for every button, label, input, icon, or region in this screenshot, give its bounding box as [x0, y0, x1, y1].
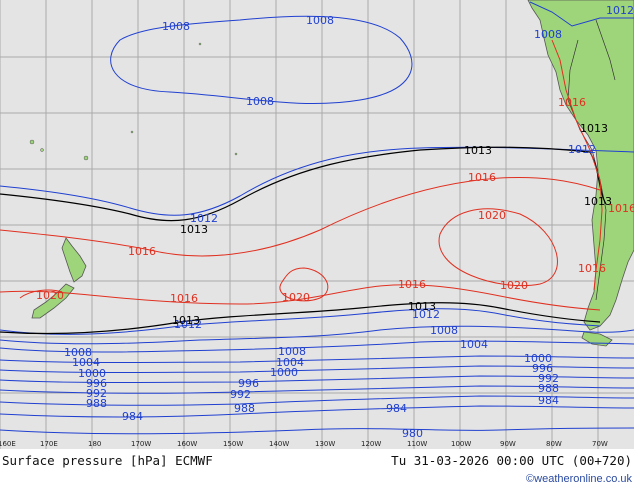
andes-outline: [567, 19, 616, 301]
isobar-label: 1008: [278, 345, 306, 358]
isobar-label: 1013: [172, 314, 200, 327]
isobar-label: 1013: [584, 195, 612, 208]
isobar-label: 1013: [580, 122, 608, 135]
isobar-label: 984: [538, 394, 559, 407]
isobar-label: 984: [122, 410, 143, 423]
longitude-labels: 160E 170E 180 170W 160W 150W 140W 130W 1…: [0, 440, 608, 448]
lon-label: 160E: [0, 440, 16, 448]
isobars-high: [0, 39, 603, 311]
lon-label: 80W: [546, 440, 562, 448]
lon-label: 170W: [131, 440, 151, 448]
south-america-landmass: [527, 0, 634, 331]
isobar-label: 1012: [190, 212, 218, 225]
valid-time: Tu 31-03-2026 00:00 UTC (00+720): [391, 453, 632, 468]
isobar-label: 1004: [460, 338, 488, 351]
lon-label: 90W: [500, 440, 516, 448]
isobar-label: 1008: [246, 95, 274, 108]
lat-lon-grid: [0, 0, 634, 449]
lon-label: 120W: [361, 440, 381, 448]
lon-label: 180: [88, 440, 101, 448]
isobar-label: 1016: [468, 171, 496, 184]
isobar-label: 988: [86, 397, 107, 410]
lon-label: 70W: [592, 440, 608, 448]
isobar-label: 1000: [78, 367, 106, 380]
pacific-islands: [29, 42, 238, 161]
footer-bar: [0, 449, 634, 490]
isobar-label: 988: [538, 382, 559, 395]
isobar-label: 1012: [412, 308, 440, 321]
isobar-label: 1012: [174, 318, 202, 331]
isobar-label: 1013: [464, 144, 492, 157]
credit-link[interactable]: ©weatheronline.co.uk: [526, 473, 632, 485]
isobar-label: 1020: [36, 289, 64, 302]
isobar-label: 1016: [558, 96, 586, 109]
isobar-label: 996: [86, 377, 107, 390]
isobar-label: 1012: [606, 4, 634, 17]
lon-label: 130W: [315, 440, 335, 448]
isobar-label: 1004: [72, 356, 100, 369]
isobar-label: 984: [386, 402, 407, 415]
isobar-label: 1004: [276, 356, 304, 369]
lon-label: 110W: [407, 440, 427, 448]
isobar-label: 980: [402, 427, 423, 440]
isobar-label: 1000: [524, 352, 552, 365]
isobar-label: 1016: [170, 292, 198, 305]
isobar-label: 1000: [270, 366, 298, 379]
isobar-label: 992: [538, 372, 559, 385]
lon-label: 140W: [269, 440, 289, 448]
isobar-label: 1013: [408, 300, 436, 313]
tierra-del-fuego: [581, 331, 613, 347]
isobar-label: 1008: [306, 14, 334, 27]
isobar-label: 1008: [534, 28, 562, 41]
isobar-label: 1012: [568, 143, 596, 156]
map-canvas: 1008 1008 1008 1008 1012 1012 1012 1012 …: [0, 0, 634, 449]
new-zealand-north-island: [61, 237, 87, 283]
isobar-label: 996: [238, 377, 259, 390]
isobars-low: [0, 1, 634, 435]
isobar-label: 1008: [430, 324, 458, 337]
isobar-label: 1008: [64, 346, 92, 359]
chart-title: Surface pressure [hPa] ECMWF: [2, 453, 213, 468]
isobar-label: 988: [234, 402, 255, 415]
isobar-label: 1016: [128, 245, 156, 258]
lon-label: 160W: [177, 440, 197, 448]
isobar-label: 1016: [578, 262, 606, 275]
isobar-label: 1016: [398, 278, 426, 291]
isobar-label: 1016: [608, 202, 634, 215]
isobar-label: 992: [86, 387, 107, 400]
isobar-label: 1013: [180, 223, 208, 236]
lon-label: 170E: [40, 440, 58, 448]
isobar-label: 1008: [162, 20, 190, 33]
isobar-label: 996: [532, 362, 553, 375]
isobars-mean: [0, 146, 607, 335]
isobar-label: 1020: [282, 291, 310, 304]
lon-label: 100W: [451, 440, 471, 448]
isobar-label: 1020: [478, 209, 506, 222]
isobar-label: 1020: [500, 279, 528, 292]
lon-label: 150W: [223, 440, 243, 448]
isobar-label: 992: [230, 388, 251, 401]
